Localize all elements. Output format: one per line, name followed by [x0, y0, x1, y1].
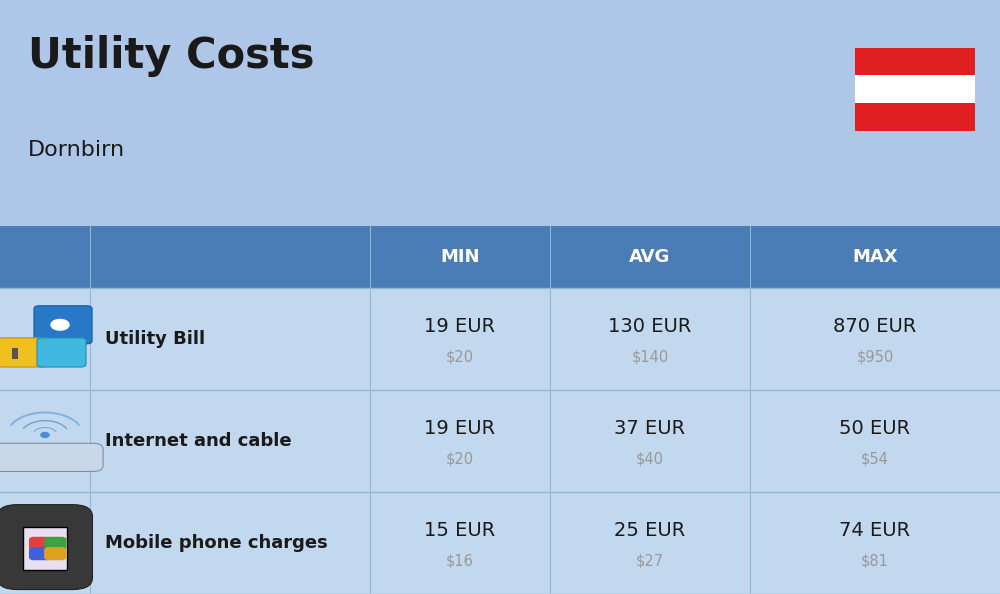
Text: 19 EUR: 19 EUR [424, 317, 496, 336]
Text: $950: $950 [856, 350, 894, 365]
FancyBboxPatch shape [0, 338, 47, 367]
FancyBboxPatch shape [0, 492, 1000, 594]
FancyBboxPatch shape [0, 288, 1000, 390]
Text: $140: $140 [631, 350, 669, 365]
FancyBboxPatch shape [0, 505, 92, 590]
Circle shape [41, 432, 49, 437]
Text: 130 EUR: 130 EUR [608, 317, 692, 336]
Text: MIN: MIN [440, 248, 480, 266]
Text: $20: $20 [446, 452, 474, 467]
Text: $40: $40 [636, 452, 664, 467]
FancyBboxPatch shape [29, 537, 51, 550]
Text: Dornbirn: Dornbirn [28, 140, 125, 160]
Circle shape [51, 320, 69, 330]
Text: 50 EUR: 50 EUR [839, 419, 911, 438]
Text: 15 EUR: 15 EUR [424, 522, 496, 541]
FancyBboxPatch shape [34, 306, 92, 344]
FancyBboxPatch shape [12, 348, 18, 359]
Text: 25 EUR: 25 EUR [614, 522, 686, 541]
Text: 870 EUR: 870 EUR [833, 317, 917, 336]
Text: 74 EUR: 74 EUR [839, 522, 911, 541]
Text: Mobile phone charges: Mobile phone charges [105, 534, 328, 552]
FancyBboxPatch shape [855, 103, 975, 131]
Text: Internet and cable: Internet and cable [105, 432, 292, 450]
FancyBboxPatch shape [0, 390, 1000, 492]
Text: $27: $27 [636, 554, 664, 569]
FancyBboxPatch shape [23, 527, 67, 570]
Text: MAX: MAX [852, 248, 898, 266]
FancyBboxPatch shape [29, 547, 51, 560]
Text: $54: $54 [861, 452, 889, 467]
Text: Utility Bill: Utility Bill [105, 330, 205, 348]
Text: Utility Costs: Utility Costs [28, 35, 314, 77]
FancyBboxPatch shape [0, 226, 1000, 288]
Text: 19 EUR: 19 EUR [424, 419, 496, 438]
Text: $20: $20 [446, 350, 474, 365]
FancyBboxPatch shape [44, 537, 66, 550]
Text: $16: $16 [446, 554, 474, 569]
FancyBboxPatch shape [855, 48, 975, 75]
Text: AVG: AVG [629, 248, 671, 266]
Text: $81: $81 [861, 554, 889, 569]
Text: 37 EUR: 37 EUR [614, 419, 686, 438]
FancyBboxPatch shape [855, 75, 975, 103]
FancyBboxPatch shape [37, 338, 86, 367]
FancyBboxPatch shape [44, 547, 66, 560]
FancyBboxPatch shape [0, 443, 103, 472]
